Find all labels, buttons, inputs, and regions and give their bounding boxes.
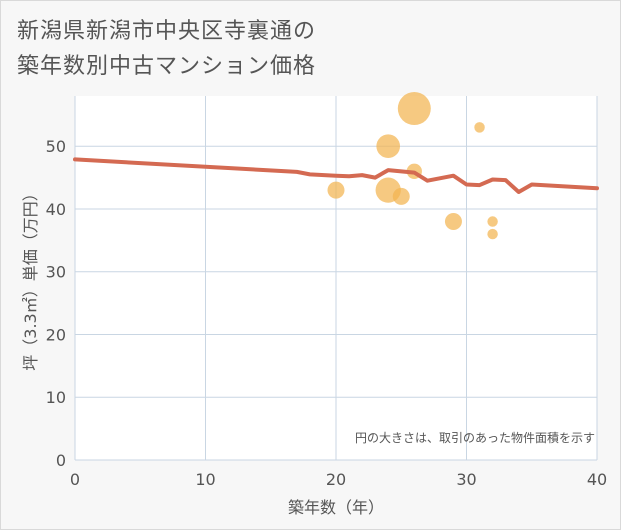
y-axis-label: 坪（3.3㎡）単価（万円） <box>21 185 40 370</box>
trend-line-group <box>73 157 599 194</box>
x-tick-label: 0 <box>70 470 80 489</box>
x-tick-label: 20 <box>326 470 346 489</box>
x-tick-label: 10 <box>195 470 215 489</box>
x-axis-label: 築年数（年） <box>288 498 384 517</box>
size-note: 円の大きさは、取引のあった物件面積を示す <box>355 430 595 445</box>
ticks: 0 10 20 30 40 0 10 20 30 40 50 <box>46 137 608 489</box>
y-tick-label: 20 <box>46 325 66 344</box>
data-bubble <box>397 92 431 126</box>
trend-line <box>73 157 599 194</box>
data-bubble <box>487 228 498 240</box>
y-tick-label: 40 <box>46 200 66 219</box>
bubbles <box>327 92 498 240</box>
data-bubble <box>474 122 485 133</box>
data-bubble <box>444 213 462 231</box>
x-tick-label: 30 <box>456 470 476 489</box>
chart-title: 新潟県新潟市中央区寺裏通の 築年数別中古マンション価格 <box>17 14 316 84</box>
data-bubble <box>376 134 401 159</box>
chart-title-line2: 築年数別中古マンション価格 <box>17 54 317 79</box>
chart-title-line1: 新潟県新潟市中央区寺裏通の <box>17 19 317 44</box>
y-tick-label: 30 <box>46 263 66 282</box>
y-tick-label: 0 <box>56 451 66 470</box>
grid <box>74 96 598 461</box>
x-tick-label: 40 <box>587 470 607 489</box>
data-bubble <box>487 216 498 227</box>
y-tick-label: 50 <box>46 137 66 156</box>
data-bubble <box>327 181 345 199</box>
y-tick-label: 10 <box>46 388 66 407</box>
data-bubble <box>392 187 410 205</box>
